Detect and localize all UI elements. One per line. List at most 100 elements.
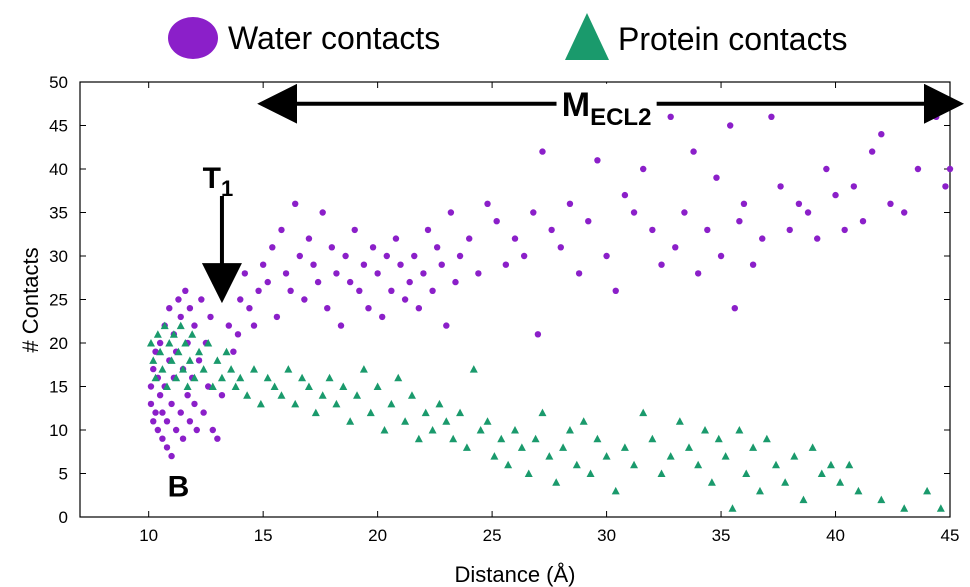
water-contact-point [182,287,189,294]
water-contact-point [379,313,386,321]
water-contact-point [287,287,294,294]
y-tick-label: 5 [59,465,68,484]
protein-contact-point [298,373,307,382]
water-contact-point [186,305,194,312]
protein-contact-point [414,434,423,443]
water-contact-point [310,261,317,268]
water-contact-point [225,322,233,329]
legend-protein-label: Protein contacts [618,21,847,57]
protein-contact-point [174,347,183,356]
protein-contact-point [538,408,547,417]
water-contact-point [177,409,184,416]
protein-contact-point [291,399,300,408]
water-contact-point [218,392,226,399]
protein-contact-point [332,399,341,408]
water-contact-point [292,200,299,207]
water-contact-point [749,261,757,268]
protein-contact-point [353,391,362,399]
legend-water-marker [168,17,218,59]
protein-contact-point [762,434,771,443]
protein-contact-point [666,452,675,460]
protein-contact-point [735,426,744,434]
water-contact-point [731,305,738,312]
water-contact-point [878,131,885,138]
water-contact-point [946,165,954,173]
y-tick-label: 15 [49,378,68,397]
water-contact-point [319,209,326,216]
protein-contact-point [208,382,217,390]
x-tick-label: 15 [254,526,273,545]
water-contact-point [154,426,162,434]
protein-contact-point [204,339,213,347]
protein-contact-point [611,486,620,495]
water-contact-point [534,331,542,338]
protein-contact-point [559,443,568,451]
water-contact-point [868,148,876,155]
water-contact-point [539,148,546,155]
water-contact-point [658,261,665,268]
water-contact-point [177,313,184,321]
protein-contact-point [836,478,845,486]
water-contact-point [305,235,313,242]
protein-contact-point [318,391,327,399]
water-contact-point [713,174,720,181]
water-contact-point [230,348,237,355]
water-contact-point [649,226,656,234]
water-contact-point [557,244,564,251]
plot-area-frame [79,81,951,518]
protein-contact-point [531,434,540,443]
water-contact-point [859,218,867,225]
protein-contact-point [701,426,710,434]
water-contact-point [388,287,395,294]
water-contact-point [566,200,574,207]
water-contact-point [401,296,409,303]
protein-contact-point [545,452,554,460]
water-contact-point [356,287,363,294]
protein-contact-point [387,399,396,408]
water-contact-point [424,226,432,234]
protein-contact-point [428,426,437,434]
water-contact-point [681,209,688,216]
water-contact-point [184,392,191,399]
water-contact-point [942,183,949,190]
water-contact-point [255,287,262,294]
water-contact-point [823,165,830,173]
protein-contact-point [311,408,320,417]
water-contact-point [246,305,253,312]
water-contact-point [278,226,285,234]
b-label: B [168,471,190,504]
protein-contact-point [675,417,684,425]
water-contact-point [585,218,592,225]
water-contact-point [914,165,922,173]
protein-contact-point [149,356,158,364]
protein-contact-point [325,373,334,382]
protein-contact-point [755,486,764,495]
water-contact-point [493,218,500,225]
water-contact-point [466,235,473,242]
water-contact-point [406,278,413,286]
protein-contact-point [217,373,226,382]
protein-contact-point [602,452,611,460]
y-tick-label: 45 [49,117,68,136]
protein-contact-point [181,339,190,347]
water-contact-point [301,296,308,303]
axis-ticks: 10 15 20 25 30 35 40 45 0 5 10 15 20 25 30 35 40 45 50 [49,73,959,545]
water-contact-point [163,418,171,425]
water-contact-point [672,244,679,251]
water-contact-point [159,409,166,416]
protein-contact-point [817,469,826,477]
protein-contact-point [497,434,506,443]
water-contact-point [166,305,173,312]
x-tick-label: 35 [712,526,731,545]
water-contact-point [690,148,697,155]
protein-contact-point [593,434,602,443]
water-contact-point [383,252,390,260]
protein-contact-point [586,469,595,477]
water-contact-point [365,305,372,312]
protein-contact-point [359,365,368,373]
water-contact-point [172,426,180,434]
protein-contact-point [657,469,666,477]
protein-contact-point [790,452,799,460]
protein-contact-point [936,504,945,512]
protein-contact-point [630,460,639,469]
